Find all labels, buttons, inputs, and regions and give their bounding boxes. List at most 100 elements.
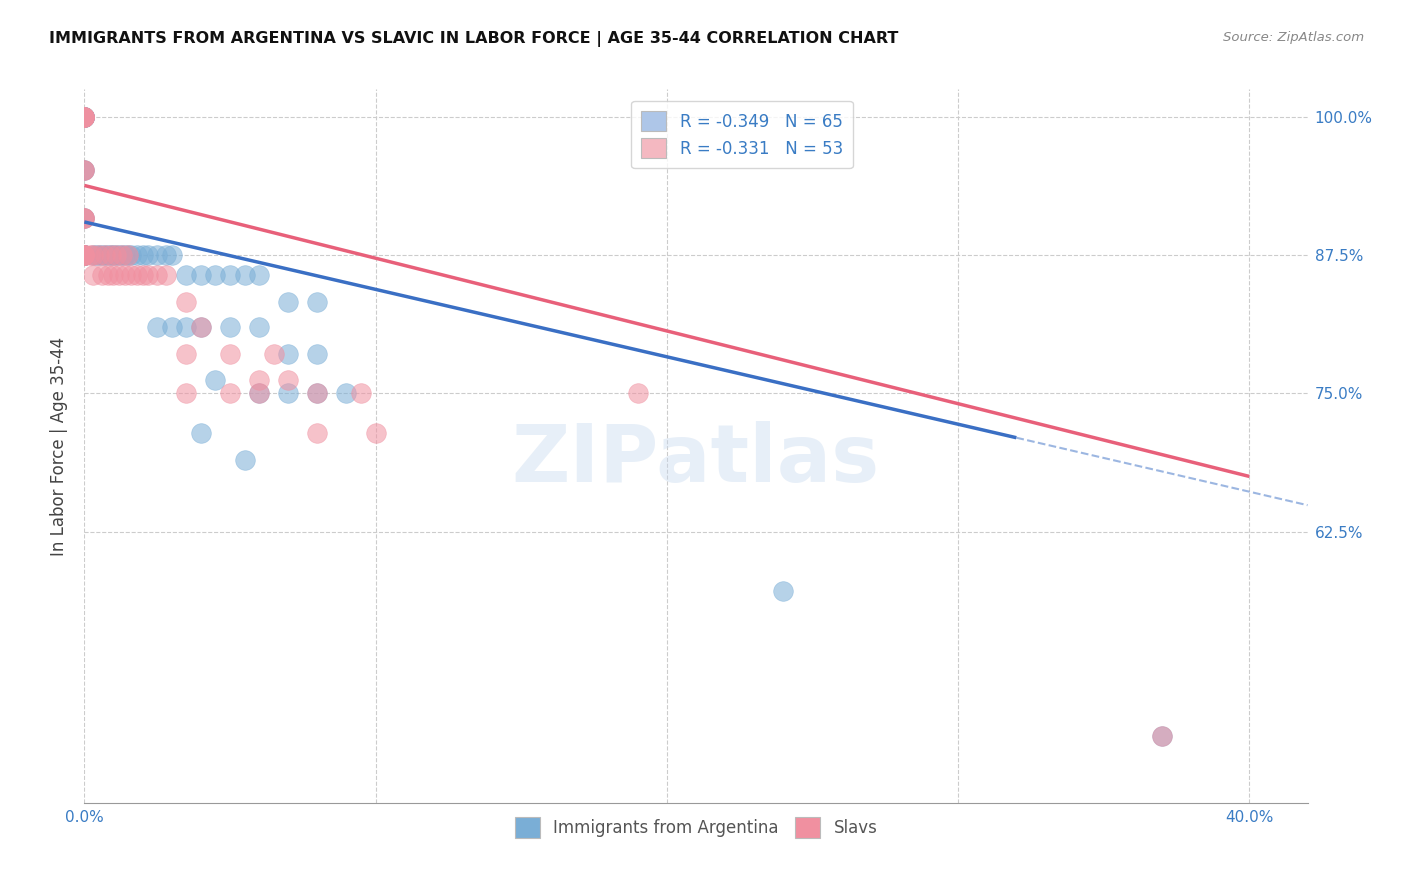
Point — [73, 248, 96, 262]
Point — [93, 248, 115, 262]
Y-axis label: In Labor Force | Age 35-44: In Labor Force | Age 35-44 — [49, 336, 67, 556]
Point — [247, 268, 270, 282]
Point — [627, 386, 650, 401]
Point — [263, 346, 285, 360]
Point — [160, 320, 183, 334]
Point — [73, 110, 96, 124]
Point — [174, 346, 197, 360]
Point — [73, 248, 96, 262]
Point — [233, 268, 256, 282]
Point — [82, 268, 104, 282]
Point — [73, 211, 96, 225]
Point — [82, 248, 104, 262]
Point — [97, 248, 120, 262]
Point — [87, 248, 110, 262]
Point — [73, 163, 96, 178]
Point — [277, 346, 299, 360]
Point — [73, 110, 96, 124]
Point — [73, 248, 96, 262]
Point — [219, 346, 242, 360]
Point — [73, 248, 96, 262]
Point — [100, 248, 122, 262]
Point — [100, 248, 122, 262]
Point — [82, 248, 104, 262]
Point — [772, 584, 794, 599]
Point — [73, 248, 96, 262]
Point — [105, 248, 128, 262]
Point — [73, 248, 96, 262]
Point — [105, 248, 128, 262]
Point — [73, 110, 96, 124]
Point — [247, 373, 270, 387]
Text: ZIPatlas: ZIPatlas — [512, 421, 880, 500]
Point — [125, 248, 148, 262]
Point — [277, 386, 299, 401]
Point — [73, 110, 96, 124]
Point — [146, 320, 169, 334]
Point — [1150, 730, 1173, 744]
Point — [1150, 730, 1173, 744]
Point — [73, 248, 96, 262]
Point — [114, 268, 136, 282]
Point — [73, 248, 96, 262]
Point — [103, 268, 125, 282]
Point — [155, 268, 177, 282]
Point — [190, 268, 212, 282]
Point — [73, 248, 96, 262]
Point — [277, 373, 299, 387]
Point — [73, 110, 96, 124]
Text: IMMIGRANTS FROM ARGENTINA VS SLAVIC IN LABOR FORCE | AGE 35-44 CORRELATION CHART: IMMIGRANTS FROM ARGENTINA VS SLAVIC IN L… — [49, 31, 898, 47]
Point — [73, 248, 96, 262]
Point — [219, 386, 242, 401]
Point — [247, 320, 270, 334]
Point — [125, 268, 148, 282]
Point — [350, 386, 373, 401]
Point — [190, 320, 212, 334]
Point — [190, 320, 212, 334]
Point — [146, 248, 169, 262]
Point — [103, 248, 125, 262]
Point — [73, 211, 96, 225]
Point — [108, 248, 131, 262]
Point — [335, 386, 357, 401]
Point — [174, 268, 197, 282]
Point — [364, 426, 387, 441]
Point — [73, 248, 96, 262]
Point — [307, 426, 329, 441]
Point — [146, 268, 169, 282]
Point — [73, 110, 96, 124]
Point — [90, 248, 112, 262]
Point — [219, 268, 242, 282]
Point — [73, 163, 96, 178]
Point — [307, 386, 329, 401]
Point — [138, 248, 160, 262]
Point — [219, 320, 242, 334]
Point — [84, 248, 107, 262]
Point — [117, 248, 139, 262]
Legend: Immigrants from Argentina, Slavs: Immigrants from Argentina, Slavs — [508, 811, 884, 845]
Point — [73, 248, 96, 262]
Point — [73, 211, 96, 225]
Point — [73, 110, 96, 124]
Point — [73, 248, 96, 262]
Point — [73, 110, 96, 124]
Point — [155, 248, 177, 262]
Point — [73, 163, 96, 178]
Point — [114, 248, 136, 262]
Point — [174, 294, 197, 309]
Point — [190, 426, 212, 441]
Point — [307, 386, 329, 401]
Point — [204, 268, 226, 282]
Point — [111, 248, 134, 262]
Point — [160, 248, 183, 262]
Point — [73, 110, 96, 124]
Point — [79, 248, 101, 262]
Point — [131, 268, 153, 282]
Point — [120, 248, 142, 262]
Point — [87, 248, 110, 262]
Point — [73, 110, 96, 124]
Point — [247, 386, 270, 401]
Point — [97, 268, 120, 282]
Point — [174, 386, 197, 401]
Point — [73, 163, 96, 178]
